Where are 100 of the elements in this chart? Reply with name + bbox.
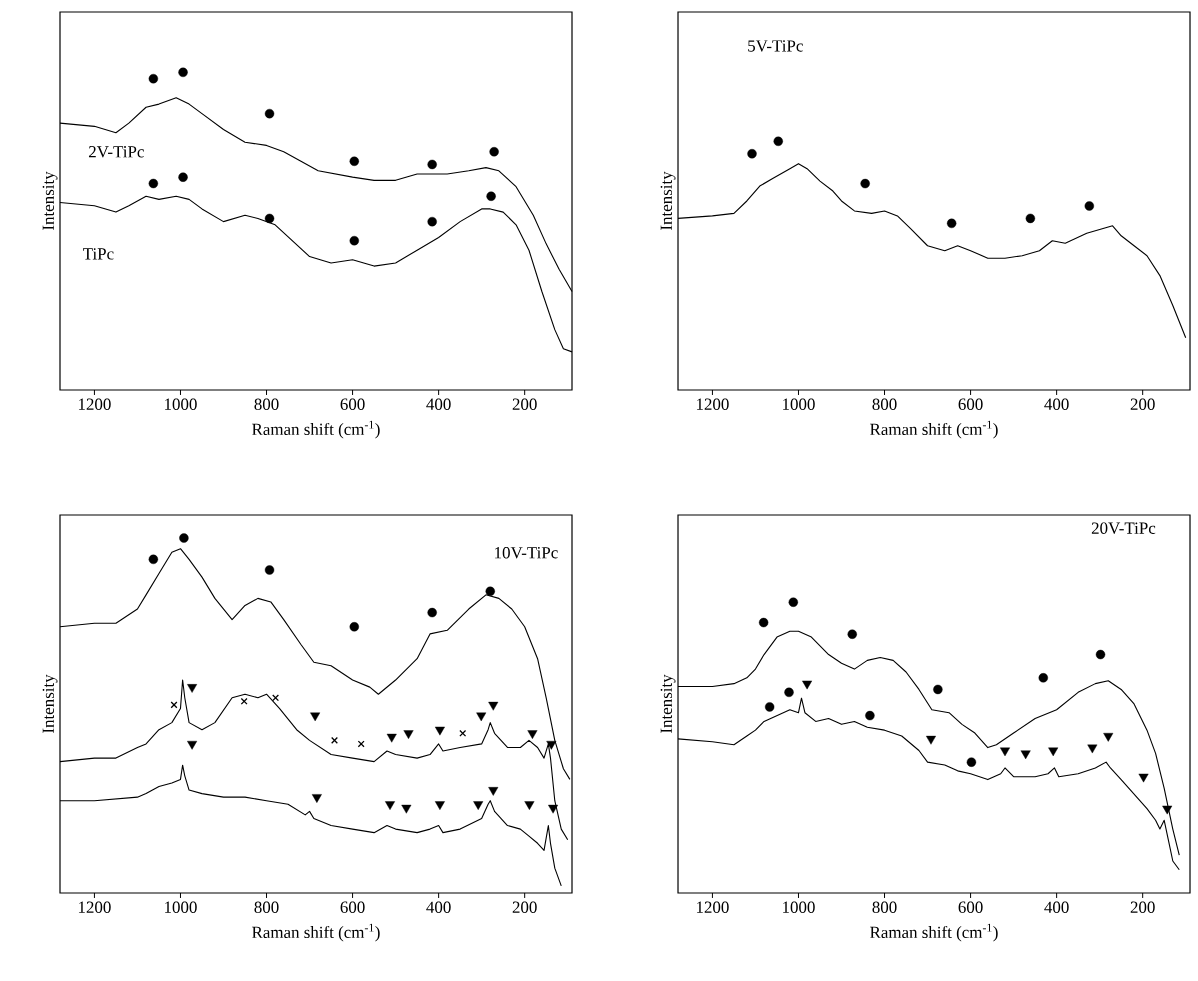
x-tick-label: 200	[1130, 901, 1155, 913]
x-tick-label: 1200	[78, 398, 111, 410]
x-tick-label: 600	[958, 901, 983, 913]
point	[148, 73, 159, 84]
point	[473, 801, 484, 810]
y-axis-title: Intensity	[660, 674, 676, 734]
y-axis-title: Intensity	[660, 171, 676, 230]
point	[179, 533, 189, 543]
point	[485, 586, 495, 596]
point	[264, 213, 275, 224]
point	[802, 680, 813, 690]
point	[1087, 744, 1098, 754]
point	[488, 787, 499, 796]
point	[784, 687, 794, 698]
point	[764, 702, 775, 712]
annotation: 10V-TiPc	[495, 547, 558, 559]
x-axis-title: Raman shift (cm$^{-1}$)	[870, 420, 998, 439]
point	[1084, 201, 1095, 211]
point	[349, 235, 359, 246]
point	[773, 136, 783, 146]
point	[548, 804, 559, 814]
point	[546, 740, 557, 750]
x-tick-label: 1000	[165, 901, 197, 913]
point	[527, 730, 538, 739]
point	[240, 697, 248, 705]
x-tick-label: 400	[426, 398, 451, 410]
x-tick-label: 200	[512, 901, 537, 913]
point	[427, 607, 437, 618]
point	[434, 726, 445, 736]
x-tick-label: 1200	[696, 901, 729, 913]
point	[264, 565, 275, 575]
point	[1103, 733, 1114, 742]
point	[401, 804, 412, 814]
point	[148, 178, 159, 189]
x-tick-label: 800	[872, 398, 897, 410]
point	[488, 701, 499, 711]
point	[427, 216, 437, 227]
point	[178, 67, 188, 78]
point	[386, 733, 397, 743]
x-tick-label: 400	[1044, 398, 1069, 410]
point	[865, 710, 875, 721]
point	[427, 159, 437, 170]
x-tick-label: 600	[340, 398, 365, 410]
x-axis-title: Raman shift (cm$^{-1}$)	[252, 923, 380, 942]
point	[1095, 649, 1106, 660]
point	[1162, 805, 1173, 815]
x-tick-label: 1200	[78, 901, 111, 913]
point	[747, 149, 757, 159]
y-axis-title: Intensity	[42, 674, 58, 734]
point	[178, 172, 188, 182]
point	[403, 730, 414, 739]
x-tick-label: 400	[426, 901, 451, 913]
point	[272, 694, 280, 702]
point	[187, 684, 198, 693]
point	[349, 622, 359, 632]
y-axis-title: Intensity	[42, 171, 58, 231]
point	[966, 757, 977, 767]
point	[1020, 750, 1031, 760]
point	[847, 629, 857, 639]
x-tick-label: 800	[254, 398, 279, 410]
point	[946, 218, 957, 229]
text: 5V-TiPc	[748, 40, 803, 52]
point	[264, 108, 275, 119]
point	[1048, 747, 1059, 757]
point	[489, 147, 499, 157]
point	[758, 617, 769, 628]
point	[187, 740, 198, 750]
x-axis-title: Raman shift (cm$^{-1}$)	[252, 420, 380, 439]
point	[860, 178, 870, 189]
text: 20V-TiPc	[1091, 522, 1156, 534]
point	[524, 801, 535, 810]
annotation: 2V-TiPc	[88, 146, 144, 158]
point	[434, 801, 445, 810]
point	[311, 794, 322, 803]
x-axis-title: Raman shift (cm$^{-1}$)	[870, 923, 998, 942]
point	[486, 191, 496, 201]
x-tick-label: 600	[958, 398, 983, 410]
x-tick-label: 1000	[783, 901, 815, 913]
point	[1025, 213, 1036, 224]
x-tick-label: 400	[1044, 901, 1069, 913]
x-tick-label: 200	[512, 398, 537, 410]
point	[349, 156, 359, 166]
point	[310, 712, 321, 722]
point	[170, 701, 178, 709]
x-tick-label: 1000	[783, 398, 815, 410]
annotation: TiPc	[83, 248, 114, 260]
point	[148, 554, 159, 565]
x-tick-label: 200	[1130, 398, 1155, 410]
x-tick-label: 800	[872, 901, 897, 913]
point	[385, 801, 395, 810]
point	[933, 684, 943, 695]
point	[1000, 747, 1010, 757]
x-tick-label: 1200	[696, 398, 729, 410]
point	[331, 736, 338, 744]
point	[1138, 773, 1149, 783]
point	[476, 712, 487, 722]
x-tick-label: 600	[340, 901, 365, 913]
point	[926, 735, 936, 745]
x-tick-label: 800	[254, 901, 279, 913]
x-tick-label: 1000	[165, 398, 197, 410]
